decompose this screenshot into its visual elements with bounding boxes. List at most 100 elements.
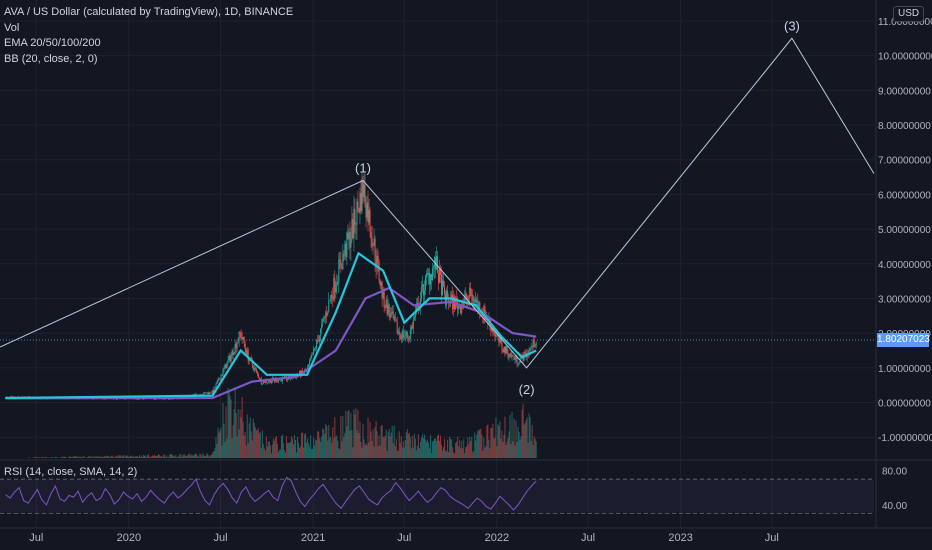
volume-bar <box>297 436 299 458</box>
volume-bar <box>458 446 460 458</box>
candle-body <box>333 277 335 300</box>
volume-bar <box>151 456 153 458</box>
volume-bar <box>278 449 280 458</box>
volume-bar <box>216 443 218 458</box>
volume-bar <box>310 435 312 458</box>
volume-bar <box>439 440 441 458</box>
volume-bar <box>470 441 472 458</box>
volume-bar <box>528 413 530 458</box>
volume-bar <box>298 442 300 458</box>
candle-body <box>401 330 403 340</box>
candle-body <box>533 339 535 347</box>
volume-bar <box>89 456 91 458</box>
candle-body <box>207 392 209 395</box>
volume-bar <box>152 455 154 458</box>
volume-bar <box>236 436 238 458</box>
rsi-axis[interactable]: 80.00 40.00 <box>882 467 907 512</box>
volume-bar <box>218 432 220 458</box>
volume-bar <box>38 457 40 458</box>
candle-body <box>419 298 421 308</box>
wave-labels: (1) (2) (3) <box>355 18 800 397</box>
volume-bar <box>270 453 272 458</box>
volume-bar <box>303 447 305 458</box>
volume-bar <box>100 456 102 458</box>
rsi-legend[interactable]: RSI (14, close, SMA, 14, 2) <box>4 466 138 478</box>
volume-bar <box>398 431 400 458</box>
candle-body <box>258 377 260 380</box>
volume-legend[interactable]: Vol <box>4 21 20 34</box>
candle-body <box>400 335 402 340</box>
volume-bar <box>132 455 134 458</box>
volume-bar <box>428 448 430 458</box>
candle-body <box>428 272 430 285</box>
volume-bar <box>118 455 120 458</box>
volume-bar <box>244 431 246 458</box>
candle-body <box>362 180 364 197</box>
volume-bar <box>318 431 320 458</box>
volume-bar <box>46 456 48 458</box>
volume-bar <box>101 456 103 458</box>
volume-bar <box>232 425 234 458</box>
volume-bar <box>501 430 503 458</box>
wave-label: (3) <box>784 18 800 33</box>
candle-body <box>266 382 268 383</box>
ema-legend[interactable]: EMA 20/50/100/200 <box>4 37 101 49</box>
candle-body <box>319 335 321 342</box>
volume-bar <box>359 421 361 458</box>
volume-bar <box>333 438 335 458</box>
volume-bar <box>343 437 345 458</box>
candle-body <box>463 302 465 307</box>
time-tick-label: Jul <box>397 532 411 544</box>
volume-bar <box>301 432 303 458</box>
candle-body <box>375 260 377 267</box>
price-tick-label: 0.00000000 <box>878 399 931 410</box>
currency-badge[interactable]: USD <box>893 6 925 22</box>
time-axis[interactable]: Jul 2020 Jul 2021 Jul 2022 Jul 2023 Jul <box>29 532 779 544</box>
candle-body <box>414 311 416 318</box>
volume-bar <box>433 438 435 458</box>
volume-bar <box>105 455 107 458</box>
candle-body <box>215 383 217 388</box>
volume-bar <box>370 431 372 458</box>
candle-body <box>500 338 502 343</box>
volume-bar <box>346 426 348 458</box>
volume-bar <box>161 456 163 458</box>
volume-bar <box>194 454 196 458</box>
candle-body <box>259 378 261 380</box>
volume-bar <box>109 457 111 458</box>
bollinger-legend[interactable]: BB (20, close, 2, 0) <box>4 52 98 65</box>
volume-bar <box>341 441 343 458</box>
symbol-title[interactable]: AVA / US Dollar (calculated by TradingVi… <box>4 6 294 18</box>
volume-bar <box>233 409 235 458</box>
volume-bar <box>103 456 105 458</box>
candle-body <box>280 378 282 382</box>
volume-bar <box>424 439 426 458</box>
candle-body <box>395 320 397 322</box>
candle-body <box>499 338 501 343</box>
volume-bar <box>164 454 166 458</box>
volume-bar <box>423 434 425 458</box>
price-axis[interactable]: 11.00000000 10.00000000 9.00000000 8.000000… <box>878 17 932 444</box>
candle-body <box>344 243 346 256</box>
candle-body <box>393 316 395 319</box>
volume-bar <box>306 442 308 458</box>
volume-bar <box>326 426 328 458</box>
candle-body <box>267 381 269 383</box>
candle-body <box>451 294 453 298</box>
candle-body <box>217 378 219 382</box>
volume-bar <box>511 411 513 458</box>
volume-bar <box>426 439 428 458</box>
candle-body <box>264 380 266 383</box>
volume-bar <box>255 429 257 458</box>
candle-body <box>210 393 212 394</box>
volume-bar <box>134 456 136 458</box>
candle-body <box>391 311 393 314</box>
candle-body <box>497 335 499 337</box>
candle-body <box>270 381 272 384</box>
volume-bar <box>209 455 211 458</box>
candle-body <box>311 355 313 359</box>
candle-body <box>219 379 221 381</box>
elliott-wave-projection[interactable] <box>0 37 875 369</box>
volume-bar <box>185 456 187 458</box>
